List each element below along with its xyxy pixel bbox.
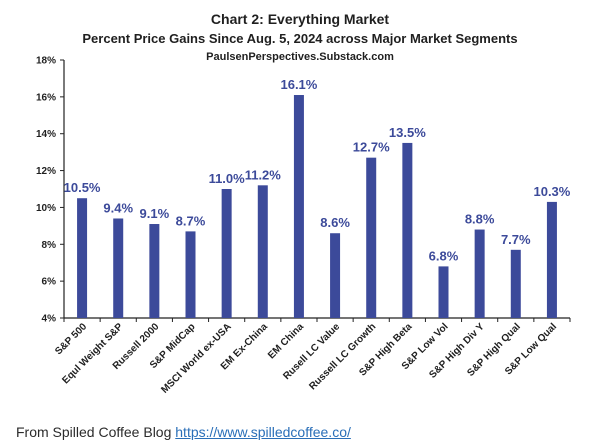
y-tick-label: 8% xyxy=(42,240,57,251)
bars xyxy=(77,95,557,318)
bar xyxy=(510,249,521,318)
blog-link[interactable]: https://www.spilledcoffee.co/ xyxy=(175,424,351,440)
bar xyxy=(546,201,557,318)
data-label: 11.2% xyxy=(245,167,282,182)
data-label: 10.5% xyxy=(64,180,101,195)
chart-source-line: PaulsenPerspectives.Substack.com xyxy=(206,51,394,63)
x-tick-label: S&P 500 xyxy=(53,321,89,357)
caption-text: From Spilled Coffee Blog xyxy=(16,424,176,440)
y-tick-label: 14% xyxy=(36,129,56,140)
y-tick-label: 16% xyxy=(36,92,56,103)
data-label: 16.1% xyxy=(280,77,317,92)
y-tick-label: 12% xyxy=(36,166,56,177)
chart-container: Chart 2: Everything Market Percent Price… xyxy=(36,11,571,396)
bar xyxy=(402,142,413,318)
bar xyxy=(257,185,268,318)
caption: From Spilled Coffee Blog https://www.spi… xyxy=(16,424,351,440)
bar-chart: Chart 2: Everything Market Percent Price… xyxy=(36,11,571,396)
bar xyxy=(185,231,196,318)
bar xyxy=(113,218,124,318)
bar xyxy=(366,157,377,318)
chart-subtitle: Percent Price Gains Since Aug. 5, 2024 a… xyxy=(82,31,517,46)
data-label: 7.7% xyxy=(501,232,531,247)
bar xyxy=(293,95,304,318)
data-label: 9.1% xyxy=(140,206,170,221)
x-tick-label: Russell LC Growth xyxy=(307,321,378,392)
x-tick-label: Equl Weight S&P xyxy=(60,321,125,386)
bar xyxy=(474,229,485,318)
bar xyxy=(221,189,232,318)
bar xyxy=(77,198,88,318)
x-tick-label: MSCI World ex-USA xyxy=(159,321,233,395)
data-label: 13.5% xyxy=(389,125,426,140)
data-label: 8.7% xyxy=(176,213,206,228)
data-label: 9.4% xyxy=(103,200,133,215)
bar xyxy=(149,224,160,318)
data-label: 12.7% xyxy=(353,140,390,155)
y-tick-label: 10% xyxy=(36,203,56,214)
data-label: 8.6% xyxy=(320,215,350,230)
data-label: 8.8% xyxy=(465,212,495,227)
y-tick-label: 4% xyxy=(42,314,57,325)
data-labels: 10.5%9.4% 9.1% 8.7% 11.0% 11.2% 16.1% 8.6% 12.7… xyxy=(64,77,571,263)
y-tick-label: 18% xyxy=(36,56,56,67)
axes: 4% 6% 8% 10% 12% 14% 16% 18% xyxy=(36,56,571,325)
y-tick-label: 6% xyxy=(42,277,57,288)
data-label: 10.3% xyxy=(533,184,570,199)
bar xyxy=(330,233,341,318)
bar xyxy=(438,266,449,318)
data-label: 6.8% xyxy=(429,248,459,263)
data-label: 11.0% xyxy=(209,171,246,186)
chart-title: Chart 2: Everything Market xyxy=(211,11,389,27)
